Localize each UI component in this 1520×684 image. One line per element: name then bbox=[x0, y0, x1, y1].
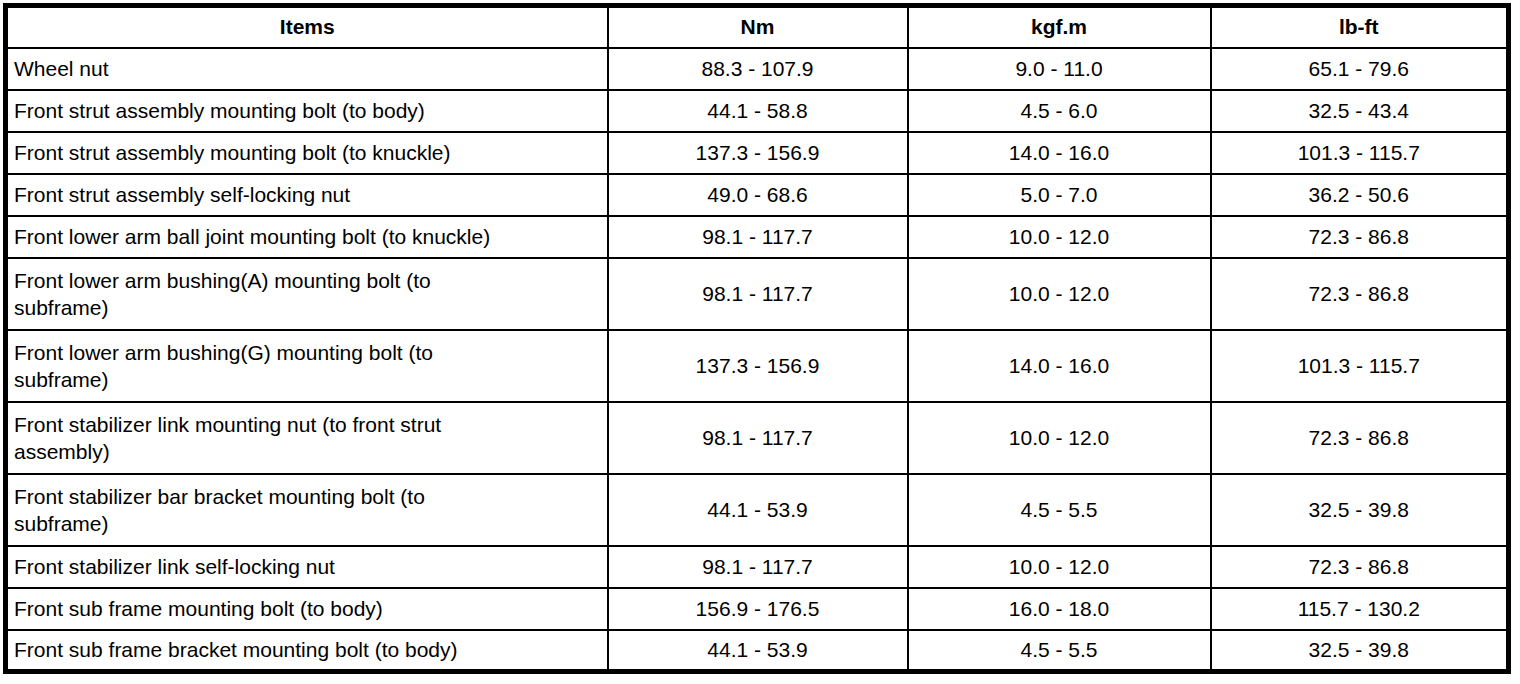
kgfm-cell: 10.0 - 12.0 bbox=[908, 216, 1211, 258]
item-cell: Front strut assembly mounting bolt (to b… bbox=[6, 90, 608, 132]
item-cell: Wheel nut bbox=[6, 48, 608, 90]
table-row: Front strut assembly mounting bolt (to k… bbox=[6, 132, 1509, 174]
table-row: Front stabilizer link self-locking nut 9… bbox=[6, 546, 1509, 588]
item-cell: Front sub frame bracket mounting bolt (t… bbox=[6, 630, 608, 672]
table-row: Front lower arm bushing(G) mounting bolt… bbox=[6, 330, 1509, 402]
table-row: Front stabilizer link mounting nut (to f… bbox=[6, 402, 1509, 474]
nm-cell: 98.1 - 117.7 bbox=[608, 546, 908, 588]
nm-cell: 44.1 - 58.8 bbox=[608, 90, 908, 132]
lbft-cell: 115.7 - 130.2 bbox=[1211, 588, 1509, 630]
nm-cell: 137.3 - 156.9 bbox=[608, 132, 908, 174]
torque-spec-table: Items Nm kgf.m lb-ft Wheel nut 88.3 - 10… bbox=[3, 3, 1511, 674]
kgfm-cell: 10.0 - 12.0 bbox=[908, 258, 1211, 330]
item-cell: Front stabilizer bar bracket mounting bo… bbox=[6, 474, 608, 546]
table-row: Front strut assembly mounting bolt (to b… bbox=[6, 90, 1509, 132]
table-row: Front lower arm bushing(A) mounting bolt… bbox=[6, 258, 1509, 330]
lbft-cell: 72.3 - 86.8 bbox=[1211, 216, 1509, 258]
kgfm-cell: 4.5 - 6.0 bbox=[908, 90, 1211, 132]
item-cell: Front strut assembly mounting bolt (to k… bbox=[6, 132, 608, 174]
nm-cell: 44.1 - 53.9 bbox=[608, 630, 908, 672]
item-cell: Front lower arm bushing(A) mounting bolt… bbox=[6, 258, 608, 330]
lbft-cell: 32.5 - 43.4 bbox=[1211, 90, 1509, 132]
kgfm-cell: 4.5 - 5.5 bbox=[908, 474, 1211, 546]
item-cell: Front strut assembly self-locking nut bbox=[6, 174, 608, 216]
table-row: Front sub frame mounting bolt (to body) … bbox=[6, 588, 1509, 630]
kgfm-cell: 4.5 - 5.5 bbox=[908, 630, 1211, 672]
nm-cell: 44.1 - 53.9 bbox=[608, 474, 908, 546]
item-cell: Front sub frame mounting bolt (to body) bbox=[6, 588, 608, 630]
lbft-cell: 36.2 - 50.6 bbox=[1211, 174, 1509, 216]
nm-cell: 156.9 - 176.5 bbox=[608, 588, 908, 630]
kgfm-cell: 10.0 - 12.0 bbox=[908, 546, 1211, 588]
lbft-cell: 101.3 - 115.7 bbox=[1211, 132, 1509, 174]
nm-cell: 137.3 - 156.9 bbox=[608, 330, 908, 402]
column-header-nm: Nm bbox=[608, 6, 908, 48]
lbft-cell: 72.3 - 86.8 bbox=[1211, 402, 1509, 474]
kgfm-cell: 9.0 - 11.0 bbox=[908, 48, 1211, 90]
nm-cell: 98.1 - 117.7 bbox=[608, 402, 908, 474]
table-row: Front stabilizer bar bracket mounting bo… bbox=[6, 474, 1509, 546]
kgfm-cell: 5.0 - 7.0 bbox=[908, 174, 1211, 216]
table-row: Front strut assembly self-locking nut 49… bbox=[6, 174, 1509, 216]
table-row: Front lower arm ball joint mounting bolt… bbox=[6, 216, 1509, 258]
column-header-kgfm: kgf.m bbox=[908, 6, 1211, 48]
lbft-cell: 65.1 - 79.6 bbox=[1211, 48, 1509, 90]
nm-cell: 88.3 - 107.9 bbox=[608, 48, 908, 90]
nm-cell: 98.1 - 117.7 bbox=[608, 258, 908, 330]
lbft-cell: 32.5 - 39.8 bbox=[1211, 630, 1509, 672]
lbft-cell: 72.3 - 86.8 bbox=[1211, 258, 1509, 330]
kgfm-cell: 14.0 - 16.0 bbox=[908, 330, 1211, 402]
column-header-lbft: lb-ft bbox=[1211, 6, 1509, 48]
table-row: Front sub frame bracket mounting bolt (t… bbox=[6, 630, 1509, 672]
lbft-cell: 101.3 - 115.7 bbox=[1211, 330, 1509, 402]
lbft-cell: 72.3 - 86.8 bbox=[1211, 546, 1509, 588]
kgfm-cell: 10.0 - 12.0 bbox=[908, 402, 1211, 474]
item-cell: Front lower arm ball joint mounting bolt… bbox=[6, 216, 608, 258]
item-cell: Front stabilizer link mounting nut (to f… bbox=[6, 402, 608, 474]
header-row: Items Nm kgf.m lb-ft bbox=[6, 6, 1509, 48]
item-cell: Front stabilizer link self-locking nut bbox=[6, 546, 608, 588]
column-header-items: Items bbox=[6, 6, 608, 48]
table-row: Wheel nut 88.3 - 107.9 9.0 - 11.0 65.1 -… bbox=[6, 48, 1509, 90]
lbft-cell: 32.5 - 39.8 bbox=[1211, 474, 1509, 546]
kgfm-cell: 14.0 - 16.0 bbox=[908, 132, 1211, 174]
nm-cell: 49.0 - 68.6 bbox=[608, 174, 908, 216]
item-cell: Front lower arm bushing(G) mounting bolt… bbox=[6, 330, 608, 402]
nm-cell: 98.1 - 117.7 bbox=[608, 216, 908, 258]
kgfm-cell: 16.0 - 18.0 bbox=[908, 588, 1211, 630]
